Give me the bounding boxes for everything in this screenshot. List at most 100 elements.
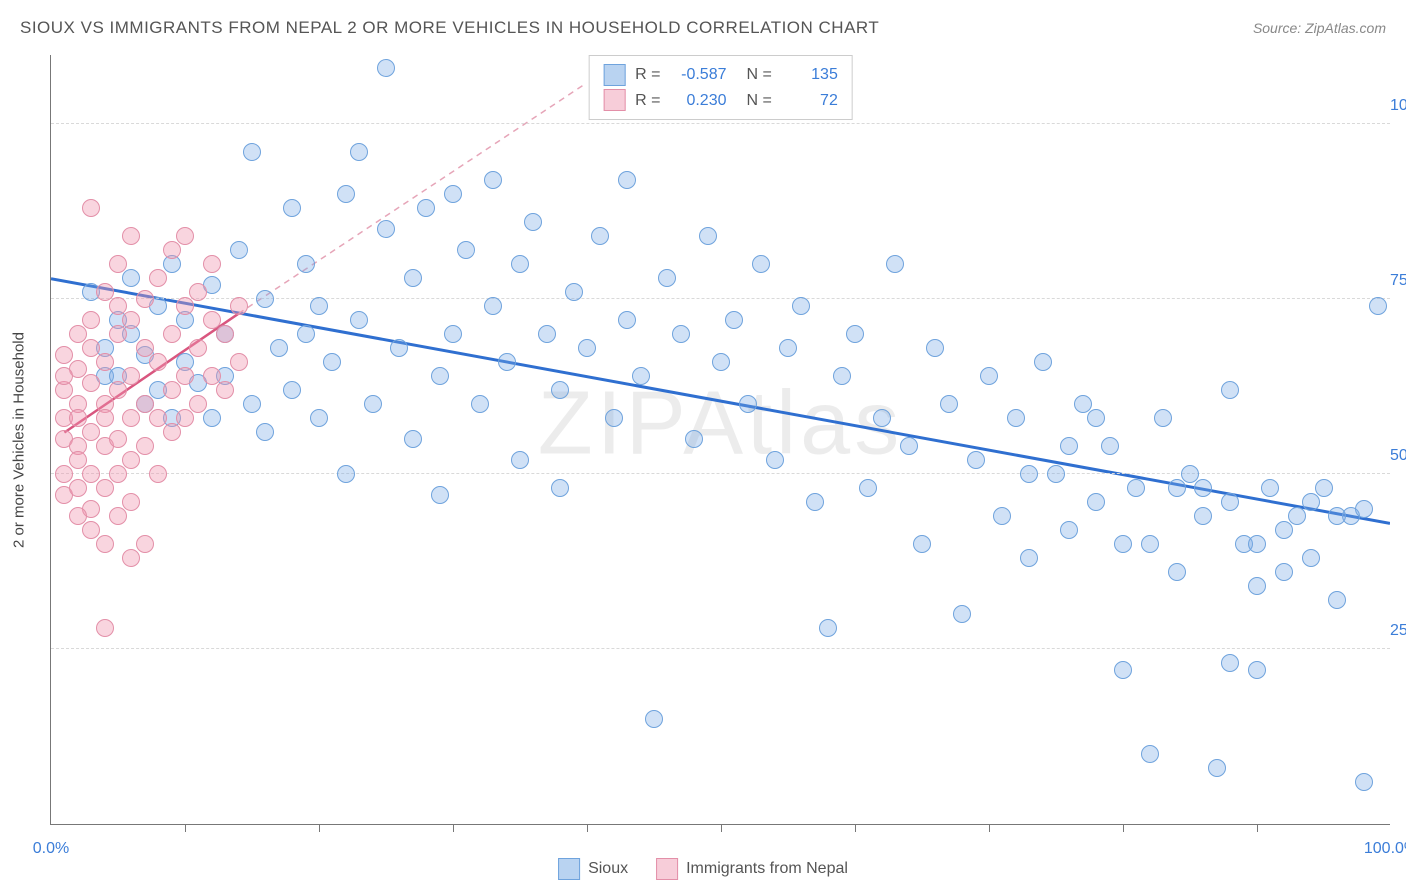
data-point — [163, 381, 181, 399]
stats-row: R =-0.587N =135 — [603, 62, 838, 88]
data-point — [618, 311, 636, 329]
data-point — [176, 367, 194, 385]
data-point — [109, 381, 127, 399]
y-tick-label: 75.0% — [1382, 272, 1406, 290]
data-point — [377, 59, 395, 77]
stat-r-label: R = — [635, 62, 660, 88]
data-point — [163, 423, 181, 441]
stat-n-label: N = — [747, 88, 772, 114]
data-point — [1248, 535, 1266, 553]
data-point — [484, 171, 502, 189]
data-point — [940, 395, 958, 413]
stat-r-label: R = — [635, 88, 660, 114]
stats-box: R =-0.587N =135R =0.230N =72 — [588, 55, 853, 120]
data-point — [725, 311, 743, 329]
data-point — [122, 269, 140, 287]
data-point — [685, 430, 703, 448]
data-point — [1060, 521, 1078, 539]
data-point — [136, 290, 154, 308]
x-tick — [1123, 824, 1124, 832]
data-point — [1221, 381, 1239, 399]
data-point — [739, 395, 757, 413]
legend-label: Sioux — [588, 860, 628, 878]
stat-r-value: -0.587 — [671, 62, 727, 88]
data-point — [1114, 661, 1132, 679]
data-point — [122, 367, 140, 385]
x-tick — [587, 824, 588, 832]
data-point — [109, 465, 127, 483]
data-point — [189, 283, 207, 301]
x-tick — [989, 824, 990, 832]
data-point — [404, 430, 422, 448]
data-point — [1221, 493, 1239, 511]
data-point — [55, 346, 73, 364]
data-point — [618, 171, 636, 189]
y-tick-label: 100.0% — [1382, 97, 1406, 115]
data-point — [980, 367, 998, 385]
x-tick — [1257, 824, 1258, 832]
title-bar: SIOUX VS IMMIGRANTS FROM NEPAL 2 OR MORE… — [20, 18, 1386, 38]
data-point — [524, 213, 542, 231]
data-point — [752, 255, 770, 273]
data-point — [819, 619, 837, 637]
watermark: ZIPAtlas — [538, 373, 903, 476]
data-point — [297, 325, 315, 343]
data-point — [578, 339, 596, 357]
data-point — [1060, 437, 1078, 455]
data-point — [96, 283, 114, 301]
data-point — [1020, 465, 1038, 483]
data-point — [203, 409, 221, 427]
data-point — [1328, 591, 1346, 609]
data-point — [1208, 759, 1226, 777]
data-point — [337, 465, 355, 483]
data-point — [1302, 549, 1320, 567]
data-point — [859, 479, 877, 497]
data-point — [149, 409, 167, 427]
data-point — [1261, 479, 1279, 497]
data-point — [69, 507, 87, 525]
data-point — [55, 465, 73, 483]
data-point — [1288, 507, 1306, 525]
data-point — [377, 220, 395, 238]
data-point — [1194, 479, 1212, 497]
data-point — [672, 325, 690, 343]
stats-row: R =0.230N =72 — [603, 88, 838, 114]
data-point — [1355, 773, 1373, 791]
data-point — [256, 423, 274, 441]
data-point — [591, 227, 609, 245]
data-point — [471, 395, 489, 413]
data-point — [256, 290, 274, 308]
data-point — [712, 353, 730, 371]
data-point — [1168, 479, 1186, 497]
data-point — [1275, 563, 1293, 581]
data-point — [69, 325, 87, 343]
data-point — [243, 143, 261, 161]
data-point — [69, 451, 87, 469]
data-point — [1154, 409, 1172, 427]
data-point — [538, 325, 556, 343]
data-point — [297, 255, 315, 273]
data-point — [1168, 563, 1186, 581]
data-point — [310, 409, 328, 427]
data-point — [203, 255, 221, 273]
data-point — [779, 339, 797, 357]
data-point — [417, 199, 435, 217]
data-point — [1328, 507, 1346, 525]
data-point — [846, 325, 864, 343]
series-swatch — [603, 89, 625, 111]
data-point — [203, 311, 221, 329]
data-point — [1087, 493, 1105, 511]
data-point — [444, 325, 462, 343]
x-tick — [185, 824, 186, 832]
data-point — [1141, 535, 1159, 553]
data-point — [1194, 507, 1212, 525]
data-point — [109, 325, 127, 343]
data-point — [551, 381, 569, 399]
data-point — [69, 479, 87, 497]
data-point — [913, 535, 931, 553]
data-point — [900, 437, 918, 455]
data-point — [1101, 437, 1119, 455]
data-point — [216, 325, 234, 343]
data-point — [136, 339, 154, 357]
data-point — [96, 409, 114, 427]
